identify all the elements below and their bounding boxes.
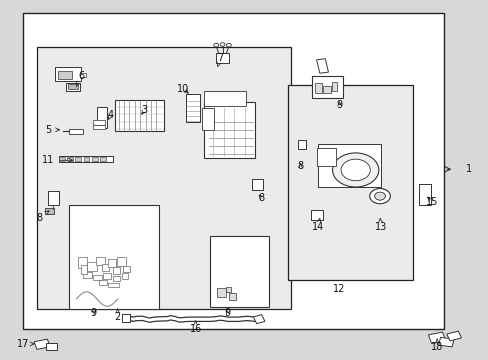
Ellipse shape (369, 189, 389, 204)
Bar (92, 157, 98, 161)
Bar (87, 262, 97, 271)
Bar (103, 273, 111, 279)
Ellipse shape (332, 153, 378, 187)
Text: 3: 3 (141, 105, 147, 115)
Bar (67, 157, 73, 161)
Ellipse shape (226, 43, 231, 47)
Bar (45, 208, 54, 214)
Text: 9: 9 (336, 100, 342, 110)
Bar (202, 108, 214, 130)
Bar (311, 76, 343, 98)
Bar (438, 337, 453, 347)
Bar (93, 121, 105, 125)
Bar (59, 156, 113, 162)
Bar (99, 280, 107, 285)
Bar (58, 71, 72, 79)
Ellipse shape (374, 192, 385, 200)
Bar (65, 83, 80, 91)
Text: 1: 1 (465, 164, 471, 174)
Bar (97, 107, 107, 128)
Text: 9: 9 (90, 308, 96, 318)
Text: 5: 5 (45, 125, 60, 135)
Bar (82, 272, 92, 278)
Bar (427, 332, 445, 343)
Bar (418, 184, 430, 205)
Text: 11: 11 (42, 155, 73, 165)
Text: 13: 13 (374, 219, 386, 231)
Bar (75, 157, 81, 161)
Text: 8: 8 (297, 161, 303, 171)
Bar (68, 84, 78, 89)
Bar (210, 235, 268, 307)
Bar (96, 257, 105, 265)
Bar (117, 257, 126, 266)
Text: 2: 2 (114, 309, 121, 322)
Bar (115, 100, 163, 131)
Bar (310, 210, 322, 220)
Bar (37, 47, 290, 309)
Text: 15: 15 (425, 197, 437, 207)
Bar (113, 267, 120, 274)
Bar (203, 91, 246, 106)
Text: 14: 14 (311, 219, 323, 231)
Bar (108, 283, 119, 287)
Bar (48, 191, 59, 205)
Text: 12: 12 (333, 284, 345, 294)
Text: 6: 6 (76, 71, 84, 86)
Bar (100, 157, 106, 161)
Bar (288, 85, 412, 280)
Bar (46, 343, 57, 350)
Ellipse shape (220, 42, 224, 46)
Text: 17: 17 (17, 339, 34, 349)
Bar (316, 59, 328, 73)
Bar (226, 287, 231, 292)
Bar (317, 144, 380, 187)
Bar (22, 13, 444, 329)
Text: 7: 7 (217, 53, 223, 66)
Bar (123, 266, 130, 272)
Bar (253, 315, 264, 324)
Bar (215, 53, 229, 63)
Bar (314, 83, 321, 93)
Ellipse shape (340, 159, 369, 181)
Bar (204, 102, 255, 158)
Bar (229, 293, 236, 300)
Bar (80, 73, 85, 77)
Bar (93, 125, 105, 129)
Bar (217, 288, 225, 297)
Text: 9: 9 (224, 308, 230, 318)
Ellipse shape (374, 192, 385, 200)
Text: 8: 8 (37, 211, 49, 222)
Bar (81, 265, 86, 274)
Bar (297, 140, 306, 149)
Bar (102, 264, 109, 271)
Bar (186, 94, 200, 122)
Bar (108, 259, 116, 267)
Bar (331, 82, 336, 91)
Bar (34, 339, 50, 349)
Bar (69, 129, 83, 134)
Text: 4: 4 (107, 111, 113, 121)
Bar (323, 86, 330, 93)
Bar (55, 67, 81, 81)
Text: 10: 10 (177, 84, 189, 94)
Bar (93, 275, 102, 280)
Text: 16: 16 (189, 321, 202, 334)
Bar (59, 157, 64, 161)
Text: 18: 18 (430, 339, 442, 352)
Bar (122, 273, 128, 279)
Bar (78, 257, 87, 267)
Ellipse shape (213, 43, 218, 47)
Bar (83, 157, 89, 161)
Bar (122, 314, 130, 321)
Bar (69, 205, 159, 309)
Text: 8: 8 (258, 193, 264, 203)
Ellipse shape (369, 189, 389, 204)
Bar (446, 331, 461, 341)
Bar (317, 148, 335, 166)
Bar (252, 179, 263, 190)
Bar (113, 276, 120, 282)
